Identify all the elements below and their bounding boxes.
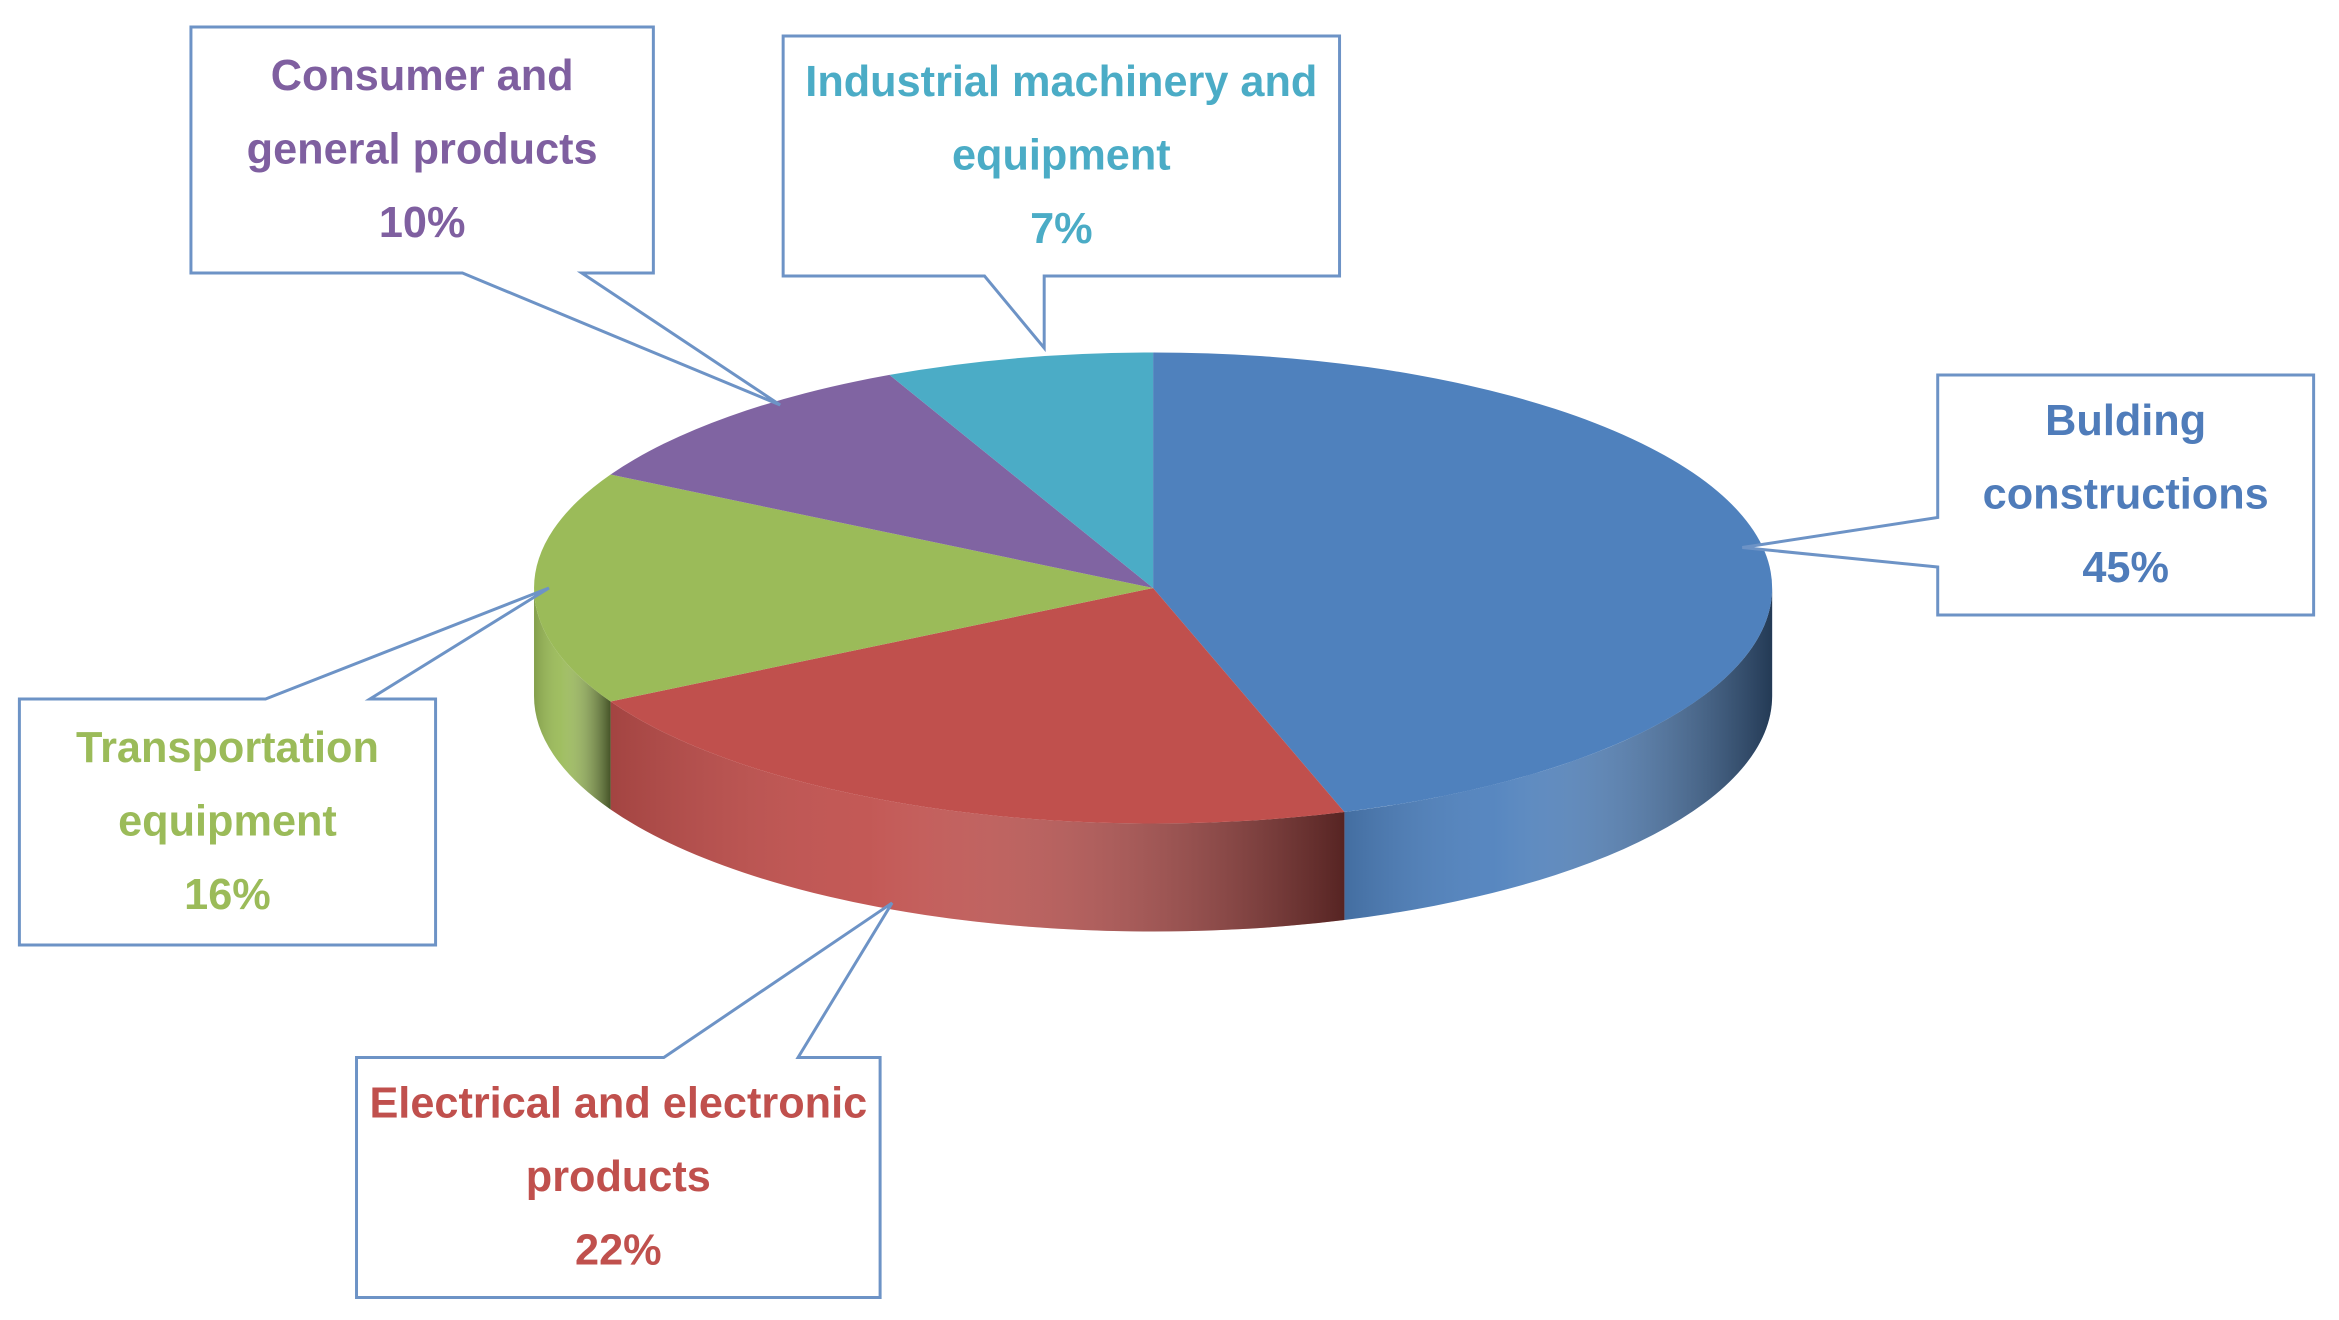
category-label: Bulding constructions bbox=[1982, 396, 2269, 519]
callout-box bbox=[189, 25, 781, 407]
pie-slice bbox=[889, 352, 1154, 588]
pie-slice bbox=[610, 588, 1345, 824]
value-label: 10% bbox=[378, 198, 466, 247]
category-label: Electrical and electronic products bbox=[369, 1079, 868, 1201]
pie-slice bbox=[610, 374, 1154, 588]
value-label: 22% bbox=[575, 1226, 662, 1275]
data-label: Industrial machinery and equipment 7% bbox=[783, 36, 1339, 276]
value-label: 16% bbox=[184, 870, 271, 919]
data-label: Transportation equipment 16% bbox=[19, 699, 435, 945]
value-label: 7% bbox=[1030, 204, 1093, 253]
category-label: Consumer and general products bbox=[246, 51, 598, 174]
callout-box bbox=[355, 901, 894, 1299]
category-label: Industrial machinery and equipment bbox=[805, 57, 1318, 180]
value-label: 45% bbox=[2082, 543, 2169, 592]
pie-side-shade bbox=[534, 588, 611, 810]
pie-side-shade bbox=[1344, 588, 1773, 920]
callout-box bbox=[781, 34, 1342, 353]
callout-box bbox=[1742, 373, 2316, 617]
data-label: Consumer and general products 10% bbox=[191, 27, 653, 273]
data-label: Bulding constructions 45% bbox=[1938, 375, 2314, 615]
pie-slice bbox=[534, 474, 1154, 702]
pie-side-shade bbox=[610, 701, 1345, 932]
category-label: Transportation equipment bbox=[76, 723, 379, 846]
data-label: Electrical and electronic products 22% bbox=[357, 1058, 881, 1298]
callout-box bbox=[17, 586, 550, 947]
pie-slice bbox=[1153, 352, 1773, 812]
